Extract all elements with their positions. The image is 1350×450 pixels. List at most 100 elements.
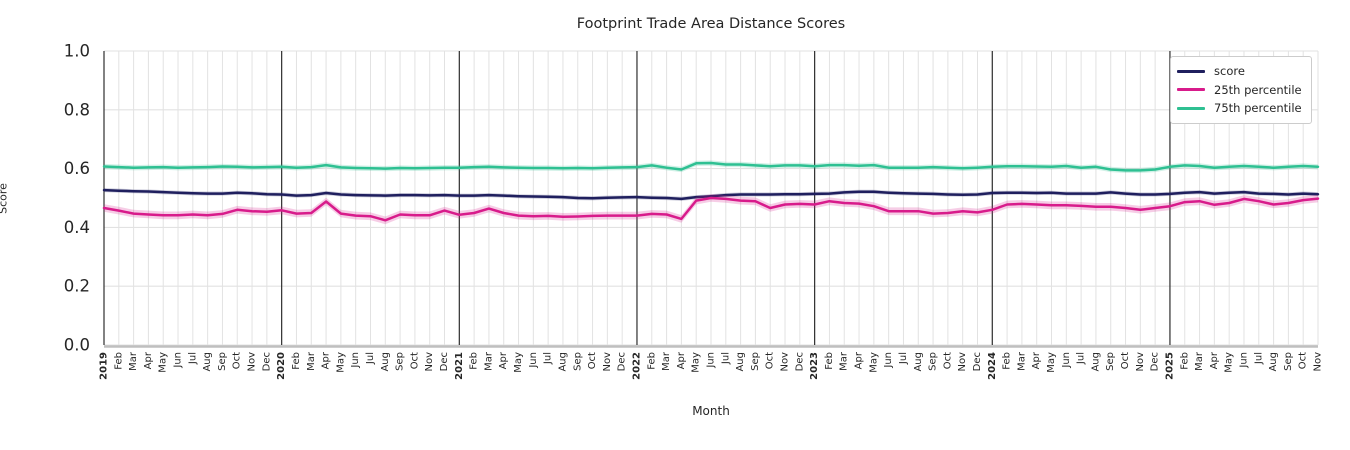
x-tick-label: Aug — [1268, 352, 1279, 372]
x-tick-label: May — [691, 352, 702, 373]
x-tick-label: Mar — [128, 351, 139, 371]
x-tick-label: Apr — [854, 351, 865, 369]
x-tick-label: Apr — [143, 351, 154, 369]
x-tick-label: Sep — [1105, 352, 1116, 371]
legend-label: 75th percentile — [1214, 101, 1302, 116]
x-tick-label: Feb — [291, 352, 302, 370]
x-tick-label: May — [868, 352, 879, 373]
score-line-swatch — [1177, 69, 1205, 73]
confidence-band — [104, 194, 1318, 225]
year-boundary-lines — [103, 51, 1171, 345]
x-tick-label: Mar — [306, 351, 317, 371]
x-tick-label: Oct — [942, 352, 953, 369]
x-tick-label: Dec — [439, 352, 450, 371]
x-tick-label: Nov — [602, 352, 613, 372]
x-tick-label: 2025 — [1164, 352, 1175, 380]
x-tick-label: Jul — [1253, 352, 1264, 365]
y-tick-label: 0.4 — [64, 218, 90, 237]
x-tick-label: 2022 — [631, 352, 642, 380]
x-axis-label: Month — [692, 404, 730, 418]
legend-item-score: score — [1177, 62, 1303, 81]
x-tick-label: Dec — [794, 352, 805, 371]
x-tick-label: Mar — [1016, 351, 1027, 371]
x-tick-label: Dec — [972, 352, 983, 371]
x-tick-label: Nov — [780, 352, 791, 372]
x-tick-label: Sep — [395, 352, 406, 371]
x-tick-label: Mar — [839, 351, 850, 371]
x-tick-label: 2024 — [987, 352, 998, 380]
legend: score 25th percentile 75th percentile — [1170, 56, 1312, 124]
x-tick-label: Oct — [1298, 352, 1309, 369]
x-tick-label: Sep — [750, 352, 761, 371]
y-tick-label: 0.0 — [64, 336, 90, 355]
x-tick-label: 2023 — [809, 352, 820, 380]
x-tick-label: Apr — [1031, 351, 1042, 369]
x-tick-label: Feb — [1002, 352, 1013, 370]
x-tick-labels: 2019 Feb Mar Apr May Jun Jul Aug Sep Oct Nov Dec 202… — [99, 351, 1324, 380]
x-tick-label: Jul — [187, 352, 198, 365]
x-tick-label: Jun — [883, 352, 894, 369]
series-75th-percentile — [102, 160, 1320, 173]
y-tick-label: 1.0 — [64, 42, 90, 61]
x-tick-label: Mar — [1194, 351, 1205, 371]
y-tick-label: 0.8 — [64, 100, 90, 119]
x-tick-label: Jul — [898, 352, 909, 365]
x-tick-label: Feb — [1179, 352, 1190, 370]
x-tick-label: Mar — [661, 351, 672, 371]
x-tick-label: Sep — [572, 352, 583, 371]
x-tick-label: Jun — [1238, 352, 1249, 369]
x-tick-label: Aug — [1090, 352, 1101, 372]
x-tick-label: Jun — [528, 352, 539, 369]
x-tick-label: Oct — [587, 352, 598, 369]
x-tick-label: Nov — [1313, 352, 1324, 372]
p25-line-swatch — [1177, 88, 1205, 92]
x-tick-label: Sep — [1283, 352, 1294, 371]
x-tick-label: Aug — [557, 352, 568, 372]
data-line — [102, 161, 1320, 172]
x-tick-label: Feb — [824, 352, 835, 370]
x-tick-label: Feb — [113, 352, 124, 370]
x-tick-label: Aug — [913, 352, 924, 372]
x-tick-label: Dec — [617, 352, 628, 371]
x-tick-label: May — [1046, 352, 1057, 373]
x-tick-label: Aug — [735, 352, 746, 372]
y-tick-label: 0.6 — [64, 159, 90, 178]
legend-item-25th-percentile: 25th percentile — [1177, 81, 1303, 100]
y-tick-label: 0.2 — [64, 277, 90, 296]
x-tick-label: Aug — [202, 352, 213, 372]
x-tick-label: Oct — [409, 352, 420, 369]
x-tick-label: Jun — [706, 352, 717, 369]
x-tick-label: May — [335, 352, 346, 373]
x-tick-label: Oct — [232, 352, 243, 369]
confidence-band — [104, 160, 1318, 173]
x-tick-label: Oct — [765, 352, 776, 369]
x-tick-label: Dec — [261, 352, 272, 371]
x-tick-label: Feb — [646, 352, 657, 370]
x-tick-label: Nov — [247, 352, 258, 372]
x-tick-label: Jun — [173, 352, 184, 369]
x-tick-label: Sep — [928, 352, 939, 371]
series-25th-percentile — [102, 194, 1320, 225]
p75-line-swatch — [1177, 106, 1205, 110]
x-tick-label: 2019 — [99, 352, 110, 380]
x-tick-label: Jul — [365, 352, 376, 365]
legend-item-75th-percentile: 75th percentile — [1177, 99, 1303, 118]
x-tick-label: Mar — [483, 351, 494, 371]
x-tick-label: May — [1224, 352, 1235, 373]
data-line — [102, 188, 1320, 201]
x-tick-label: Dec — [1150, 352, 1161, 371]
x-tick-label: Jun — [1061, 352, 1072, 369]
x-tick-label: Jul — [720, 352, 731, 365]
legend-label: score — [1214, 64, 1245, 79]
x-tick-label: 2020 — [276, 352, 287, 380]
x-tick-label: Feb — [469, 352, 480, 370]
x-tick-label: May — [513, 352, 524, 373]
series-score — [102, 188, 1320, 201]
data-line — [102, 196, 1320, 222]
x-tick-label: Nov — [1135, 352, 1146, 372]
y-axis-label: Score — [0, 183, 10, 214]
x-tick-label: Aug — [380, 352, 391, 372]
x-tick-label: May — [158, 352, 169, 373]
